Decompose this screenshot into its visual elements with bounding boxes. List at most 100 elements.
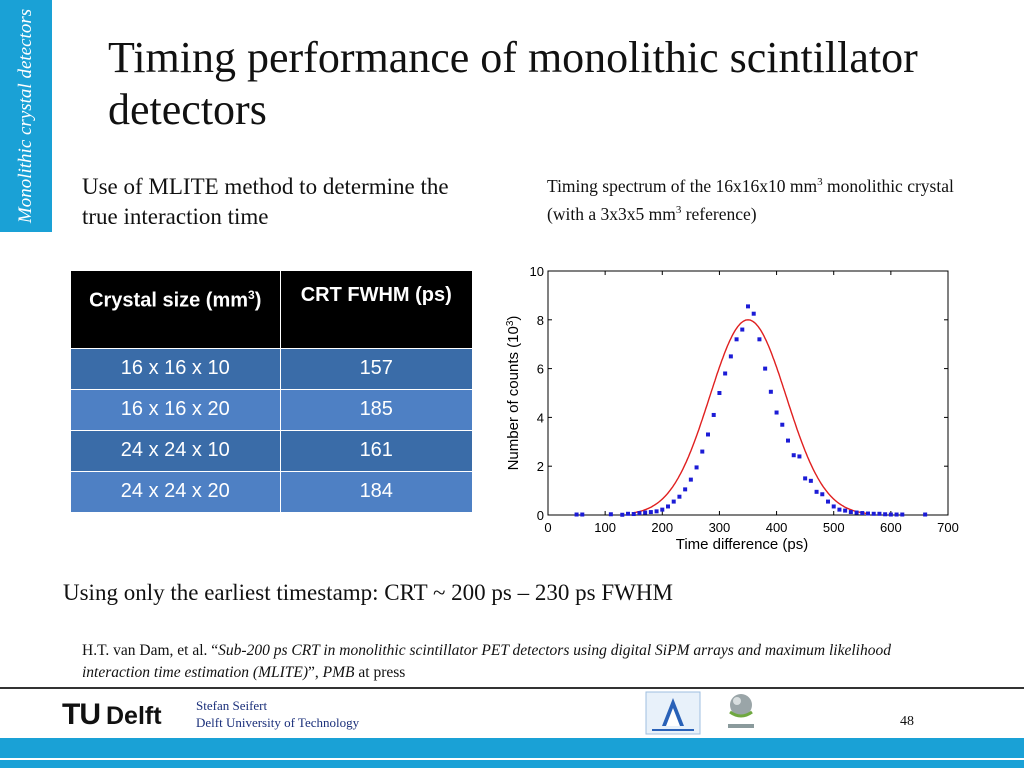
y-tick-label: 0 xyxy=(537,508,544,523)
cell-crystal-size: 16 x 16 x 10 xyxy=(71,347,280,389)
data-point xyxy=(626,511,630,516)
data-point xyxy=(654,509,659,514)
data-point xyxy=(688,477,693,482)
reference-title: Sub-200 ps CRT in monolithic scintillato… xyxy=(82,642,891,681)
data-point xyxy=(757,337,762,342)
data-point xyxy=(854,510,859,515)
gaussian-fit-line xyxy=(633,319,869,515)
table-row: 24 x 24 x 10 161 xyxy=(71,429,472,471)
data-point xyxy=(728,354,733,359)
header-crt-fwhm: CRT FWHM (ps) xyxy=(279,271,472,348)
y-tick-label: 8 xyxy=(537,313,544,328)
data-point xyxy=(671,499,676,504)
data-point xyxy=(620,512,625,517)
cell-crystal-size: 24 x 24 x 20 xyxy=(71,470,280,512)
sublima-logo-icon xyxy=(728,694,754,728)
cell-crt: 185 xyxy=(279,388,472,430)
plot-frame xyxy=(547,270,949,516)
fp7-logo-icon xyxy=(645,691,701,735)
data-point xyxy=(888,512,893,517)
table-header-row: Crystal size (mm3) CRT FWHM (ps) xyxy=(71,271,472,348)
data-point xyxy=(683,487,688,492)
data-point xyxy=(763,366,768,371)
cell-crystal-size: 16 x 16 x 20 xyxy=(71,388,280,430)
data-point xyxy=(746,304,750,309)
data-point xyxy=(900,512,905,517)
data-point xyxy=(791,453,796,458)
logo-delft: Delft xyxy=(106,702,162,730)
reference-tail: at press xyxy=(354,664,406,681)
x-tick-label: 300 xyxy=(709,520,731,535)
data-point xyxy=(734,337,739,342)
data-point xyxy=(768,389,773,394)
cell-crt: 161 xyxy=(279,429,472,471)
timing-spectrum-chart: 0 100 200 300 400 500 600 700 0 2 4 6 8 10 Time differ… xyxy=(505,264,959,553)
data-point xyxy=(780,422,785,427)
data-point xyxy=(814,489,819,494)
data-point xyxy=(808,478,813,483)
reference-citation: H.T. van Dam, et al. “Sub-200 ps CRT in … xyxy=(82,640,902,684)
header-text: Crystal size (mm xyxy=(89,289,249,312)
y-tick-label: 6 xyxy=(537,362,544,377)
chart-caption-part: reference) xyxy=(681,203,757,224)
header-sup: 3 xyxy=(248,288,255,302)
data-point xyxy=(843,508,848,513)
x-tick-label: 0 xyxy=(544,520,551,535)
cell-crystal-size: 24 x 24 x 10 xyxy=(71,429,280,471)
chart-caption-part: monolithic crystal (with a 3x3x5 mm xyxy=(547,175,954,224)
chart-caption-sup: 3 xyxy=(675,203,682,216)
data-point xyxy=(786,438,790,443)
data-point xyxy=(637,511,642,516)
data-point xyxy=(797,454,802,459)
data-point xyxy=(831,504,836,509)
author-info: Stefan Seifert Delft University of Techn… xyxy=(196,697,359,731)
data-point xyxy=(580,512,585,517)
table-row: 16 x 16 x 10 157 xyxy=(71,347,472,389)
table-row: 24 x 24 x 20 184 xyxy=(71,470,472,512)
data-point xyxy=(643,510,648,515)
data-point xyxy=(694,465,699,470)
y-axis-label: Number of counts (103) xyxy=(505,316,523,471)
data-point xyxy=(866,511,870,516)
x-tick-label: 400 xyxy=(766,520,788,535)
data-point xyxy=(860,511,865,516)
data-point xyxy=(706,432,710,437)
logo-tu-text: TU xyxy=(62,698,101,731)
footer-band xyxy=(0,738,1024,768)
data-point xyxy=(666,504,670,509)
intro-text: Use of MLITE method to determine the tru… xyxy=(82,174,449,229)
slide-title: Timing performance of monolithic scintil… xyxy=(108,33,918,134)
data-point xyxy=(711,412,716,417)
x-tick-label: 100 xyxy=(594,520,616,535)
data-point xyxy=(820,492,825,497)
data-point xyxy=(700,449,705,454)
data-point xyxy=(740,327,745,332)
data-point xyxy=(717,391,722,395)
data-point xyxy=(877,511,882,516)
logo-tu: TU xyxy=(62,698,101,732)
tu-delft-logo: TU Delft xyxy=(62,692,172,736)
footer-divider xyxy=(0,687,1024,689)
data-point xyxy=(923,512,928,517)
data-point xyxy=(677,494,682,499)
section-tab: Monolithic crystal detectors xyxy=(0,0,52,232)
x-tick-label: 200 xyxy=(651,520,673,535)
chart-caption-part: Timing spectrum of the 16x16x10 mm xyxy=(547,175,818,196)
page-number: 48 xyxy=(900,714,914,729)
author-name: Stefan Seifert xyxy=(196,698,268,713)
data-point xyxy=(648,510,653,515)
data-point xyxy=(883,512,888,517)
data-point xyxy=(631,512,636,517)
data-point xyxy=(574,512,579,517)
x-tick-label: 700 xyxy=(937,520,959,535)
data-point xyxy=(894,512,899,517)
chart-caption: Timing spectrum of the 16x16x10 mm3 mono… xyxy=(547,170,967,226)
header-tail: ) xyxy=(254,289,262,312)
chart-caption-sup: 3 xyxy=(817,176,823,188)
cell-crt: 184 xyxy=(279,470,472,512)
crt-table: Crystal size (mm3) CRT FWHM (ps) 16 x 16… xyxy=(71,271,472,512)
summary-text: Using only the earliest timestamp: CRT ~… xyxy=(63,580,673,605)
section-tab-label: Monolithic crystal detectors xyxy=(15,8,36,224)
data-point xyxy=(774,410,779,415)
table-row: 16 x 16 x 20 185 xyxy=(71,388,472,430)
